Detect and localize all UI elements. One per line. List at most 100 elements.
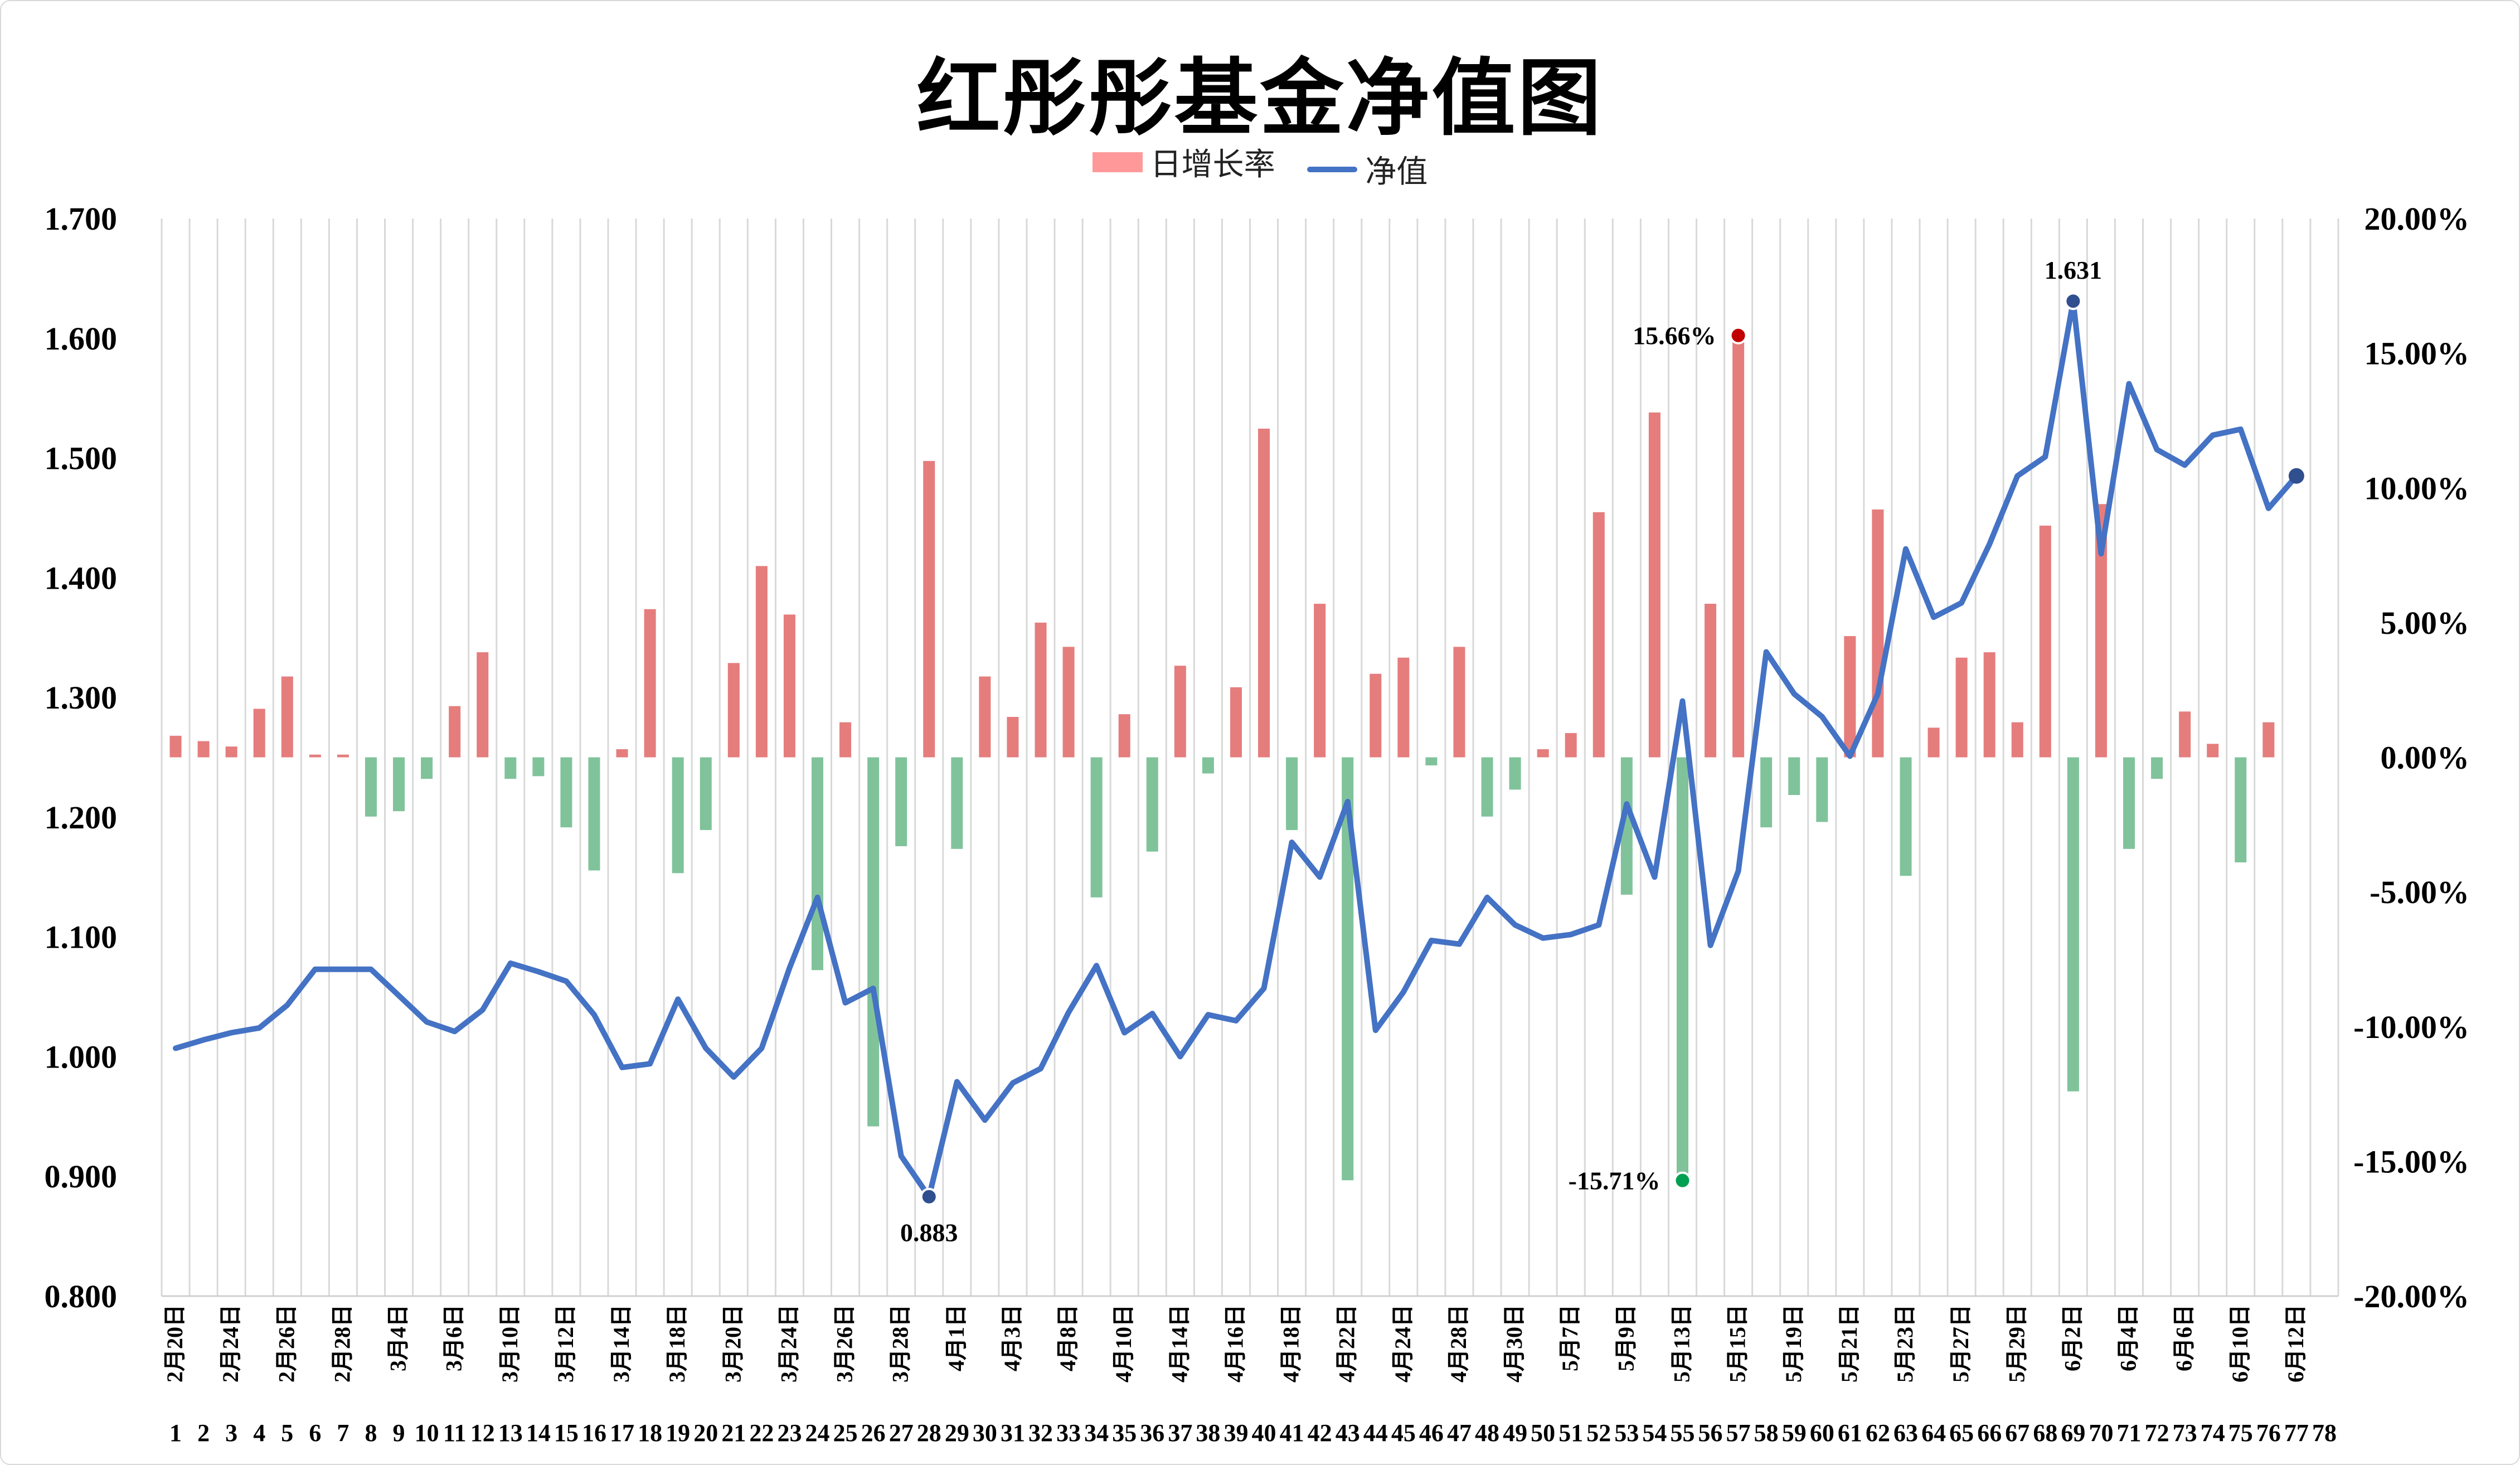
bar — [727, 663, 740, 758]
bar — [1955, 657, 1968, 758]
x-date-label: 3月26日 — [832, 1304, 857, 1382]
x-date-label: 2月26日 — [274, 1304, 299, 1382]
bar — [365, 757, 377, 817]
bar — [672, 757, 684, 874]
bar — [197, 741, 210, 758]
min-rate-label: -15.71% — [1569, 1167, 1660, 1195]
x-index-label: 37 — [1168, 1419, 1192, 1447]
x-index-label: 69 — [2061, 1419, 2085, 1447]
bar — [783, 614, 795, 758]
max-rate-label: 15.66% — [1633, 322, 1716, 350]
x-index-label: 27 — [889, 1419, 914, 1447]
bar — [1732, 335, 1745, 758]
bar — [2151, 757, 2163, 779]
bar — [839, 722, 852, 758]
x-index-label: 25 — [833, 1419, 858, 1447]
max-nav-marker — [2064, 292, 2082, 311]
nav-line — [173, 298, 2299, 1200]
x-index-label: 56 — [1698, 1419, 1723, 1447]
bar — [2123, 757, 2135, 849]
x-index-label: 77 — [2284, 1419, 2309, 1447]
x-index-label: 21 — [721, 1419, 746, 1447]
x-index-label: 70 — [2089, 1419, 2113, 1447]
x-index-label: 73 — [2173, 1419, 2197, 1447]
min-nav-label: 0.883 — [900, 1219, 958, 1247]
x-index-label: 11 — [443, 1419, 467, 1447]
x-date-label: 6月12日 — [2283, 1304, 2308, 1382]
x-date-label: 4月30日 — [1502, 1304, 1527, 1382]
bar — [253, 709, 265, 758]
x-index-label: 50 — [1531, 1419, 1555, 1447]
bar — [504, 757, 517, 779]
x-date-label: 3月24日 — [776, 1304, 801, 1382]
y-right-tick-label: -5.00% — [2370, 874, 2469, 910]
bar — [1592, 512, 1605, 758]
legend-label-nav: 净值 — [1365, 154, 1428, 190]
bar — [811, 757, 824, 971]
y-right-tick-label: -15.00% — [2353, 1143, 2469, 1180]
x-date-label: 6月2日 — [2060, 1304, 2085, 1371]
bar — [281, 676, 293, 758]
x-index-label: 23 — [777, 1419, 802, 1447]
x-index-label: 22 — [749, 1419, 774, 1447]
bar — [2207, 744, 2219, 758]
bar — [1481, 757, 1493, 817]
bar — [1202, 757, 1214, 774]
bar — [1118, 714, 1130, 758]
x-date-label: 3月6日 — [441, 1304, 467, 1371]
x-date-label: 3月4日 — [386, 1304, 411, 1371]
y-left-tick-label: 1.300 — [45, 680, 118, 716]
x-index-label: 42 — [1308, 1419, 1332, 1447]
x-date-label: 3月12日 — [553, 1304, 578, 1382]
x-index-label: 52 — [1586, 1419, 1611, 1447]
bar — [1062, 647, 1075, 758]
legend-item-nav: 净值 — [1307, 147, 1427, 192]
bar — [1537, 749, 1549, 758]
x-date-label: 5月29日 — [2004, 1304, 2029, 1382]
x-index-label: 4 — [253, 1419, 265, 1447]
y-left-tick-label: 1.100 — [45, 919, 118, 955]
bar — [560, 757, 572, 828]
x-index-label: 59 — [1782, 1419, 1807, 1447]
x-index-label: 5 — [281, 1419, 293, 1447]
x-index-label: 10 — [415, 1419, 439, 1447]
x-index-label: 34 — [1084, 1419, 1109, 1447]
x-index-label: 35 — [1112, 1419, 1137, 1447]
y-right-tick-label: -20.00% — [2353, 1278, 2469, 1314]
x-index-label: 12 — [470, 1419, 495, 1447]
legend-swatch-rate — [1092, 152, 1143, 172]
y-left-tick-label: 1.000 — [45, 1039, 118, 1075]
x-index-label: 14 — [526, 1419, 551, 1447]
bar — [477, 652, 489, 758]
x-index-label: 60 — [1810, 1419, 1834, 1447]
bar — [1648, 412, 1660, 758]
x-date-label: 4月3日 — [999, 1304, 1024, 1371]
bar — [1397, 657, 1410, 758]
bar — [1230, 687, 1242, 758]
x-date-label: 2月28日 — [329, 1304, 355, 1382]
x-index-label: 3 — [225, 1419, 237, 1447]
x-index-label: 39 — [1223, 1419, 1248, 1447]
bar — [1035, 622, 1047, 758]
x-index-label: 13 — [498, 1419, 523, 1447]
x-index-label: 57 — [1726, 1419, 1751, 1447]
x-date-label: 3月28日 — [888, 1304, 913, 1382]
x-date-label: 4月16日 — [1222, 1304, 1247, 1382]
x-index-label: 78 — [2312, 1419, 2337, 1447]
x-date-label: 6月10日 — [2227, 1304, 2252, 1382]
x-index-label: 43 — [1336, 1419, 1360, 1447]
x-date-label: 6月6日 — [2172, 1304, 2197, 1371]
bar — [1927, 727, 1940, 758]
bar — [2179, 711, 2191, 758]
x-index-label: 28 — [917, 1419, 941, 1447]
x-date-label: 4月22日 — [1334, 1304, 1359, 1382]
x-index-label: 64 — [1921, 1419, 1946, 1447]
bar — [1425, 757, 1438, 765]
y-right-tick-label: 15.00% — [2364, 336, 2470, 372]
y-left-tick-label: 1.400 — [45, 560, 118, 596]
bar — [755, 566, 768, 758]
last-nav-marker — [2288, 468, 2304, 484]
y-left-tick-label: 1.600 — [45, 321, 118, 357]
legend-label-rate: 日增长率 — [1150, 147, 1275, 183]
bar — [1258, 428, 1270, 758]
